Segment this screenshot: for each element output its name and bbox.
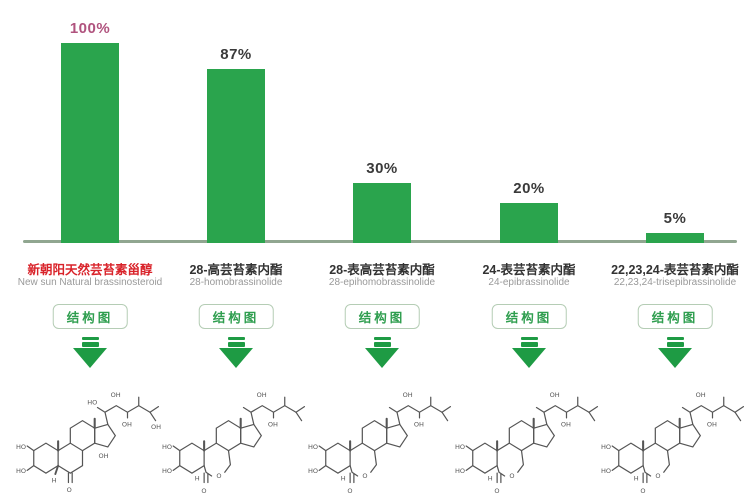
category-label-cn: 22,23,24-表芸苔素内酯 — [611, 263, 739, 277]
chemical-structure — [161, 379, 311, 497]
down-arrow-icon — [73, 337, 107, 368]
arrow-dash — [373, 337, 391, 340]
chart-column: 5% 22,23,24-表芸苔素内酯 22,23,24-trisepibrass… — [600, 0, 750, 500]
bar-value-label: 20% — [513, 180, 545, 197]
bar — [61, 43, 119, 243]
chemical-structure — [600, 379, 750, 497]
bar — [500, 203, 558, 243]
arrow-dash — [520, 337, 538, 340]
structure-button[interactable]: 结构图 — [52, 304, 128, 329]
category-label-cn: 新朝阳天然芸苔素甾醇 — [27, 263, 153, 277]
arrow-head — [512, 348, 546, 368]
arrow-head — [73, 348, 107, 368]
category-label-en: 24-epibrassinolide — [488, 277, 570, 288]
arrow-head — [219, 348, 253, 368]
chart-column: 87% 28-高芸苔素内酯 28-homobrassinolide 结构图 — [161, 0, 311, 500]
arrow-dash — [81, 342, 99, 347]
down-arrow-icon — [365, 337, 399, 368]
bar — [207, 69, 265, 243]
bar — [646, 233, 704, 243]
bar-value-label: 30% — [366, 160, 398, 177]
bar-value-label: 87% — [220, 46, 252, 63]
structure-button[interactable]: 结构图 — [198, 304, 274, 329]
arrow-head — [658, 348, 692, 368]
arrow-dash — [227, 342, 245, 347]
arrow-dash — [520, 342, 538, 347]
category-label-en: 22,23,24-trisepibrassinolide — [613, 277, 737, 288]
bar-value-label: 5% — [663, 210, 687, 227]
category-label-cn: 28-表高芸苔素内酯 — [329, 263, 435, 277]
bar-area: 87% — [161, 0, 311, 243]
chart-column: 100% 新朝阳天然芸苔素甾醇 New sun Natural brassino… — [15, 0, 165, 500]
arrow-dash — [81, 337, 99, 340]
category-label-en: New sun Natural brassinosteroid — [17, 277, 163, 288]
down-arrow-icon — [658, 337, 692, 368]
bar-area: 20% — [454, 0, 604, 243]
bar-area: 30% — [307, 0, 457, 243]
structure-button[interactable]: 结构图 — [637, 304, 713, 329]
down-arrow-icon — [219, 337, 253, 368]
bar-value-label: 100% — [69, 20, 111, 37]
chart-column: 30% 28-表高芸苔素内酯 28-epihomobrassinolide 结构… — [307, 0, 457, 500]
chart-column: 20% 24-表芸苔素内酯 24-epibrassinolide 结构图 — [454, 0, 604, 500]
arrow-dash — [227, 337, 245, 340]
arrow-dash — [373, 342, 391, 347]
chemical-structure — [15, 379, 165, 497]
down-arrow-icon — [512, 337, 546, 368]
category-label-en: 28-homobrassinolide — [189, 277, 283, 288]
category-label-en: 28-epihomobrassinolide — [328, 277, 436, 288]
arrow-dash — [666, 342, 684, 347]
bar-area: 100% — [15, 0, 165, 243]
bar — [353, 183, 411, 243]
category-label-cn: 28-高芸苔素内酯 — [189, 263, 283, 277]
chemical-structure — [454, 379, 604, 497]
bar-area: 5% — [600, 0, 750, 243]
arrow-head — [365, 348, 399, 368]
structure-button[interactable]: 结构图 — [491, 304, 567, 329]
structure-button[interactable]: 结构图 — [344, 304, 420, 329]
arrow-dash — [666, 337, 684, 340]
category-label-cn: 24-表芸苔素内酯 — [482, 263, 576, 277]
chemical-structure — [307, 379, 457, 497]
